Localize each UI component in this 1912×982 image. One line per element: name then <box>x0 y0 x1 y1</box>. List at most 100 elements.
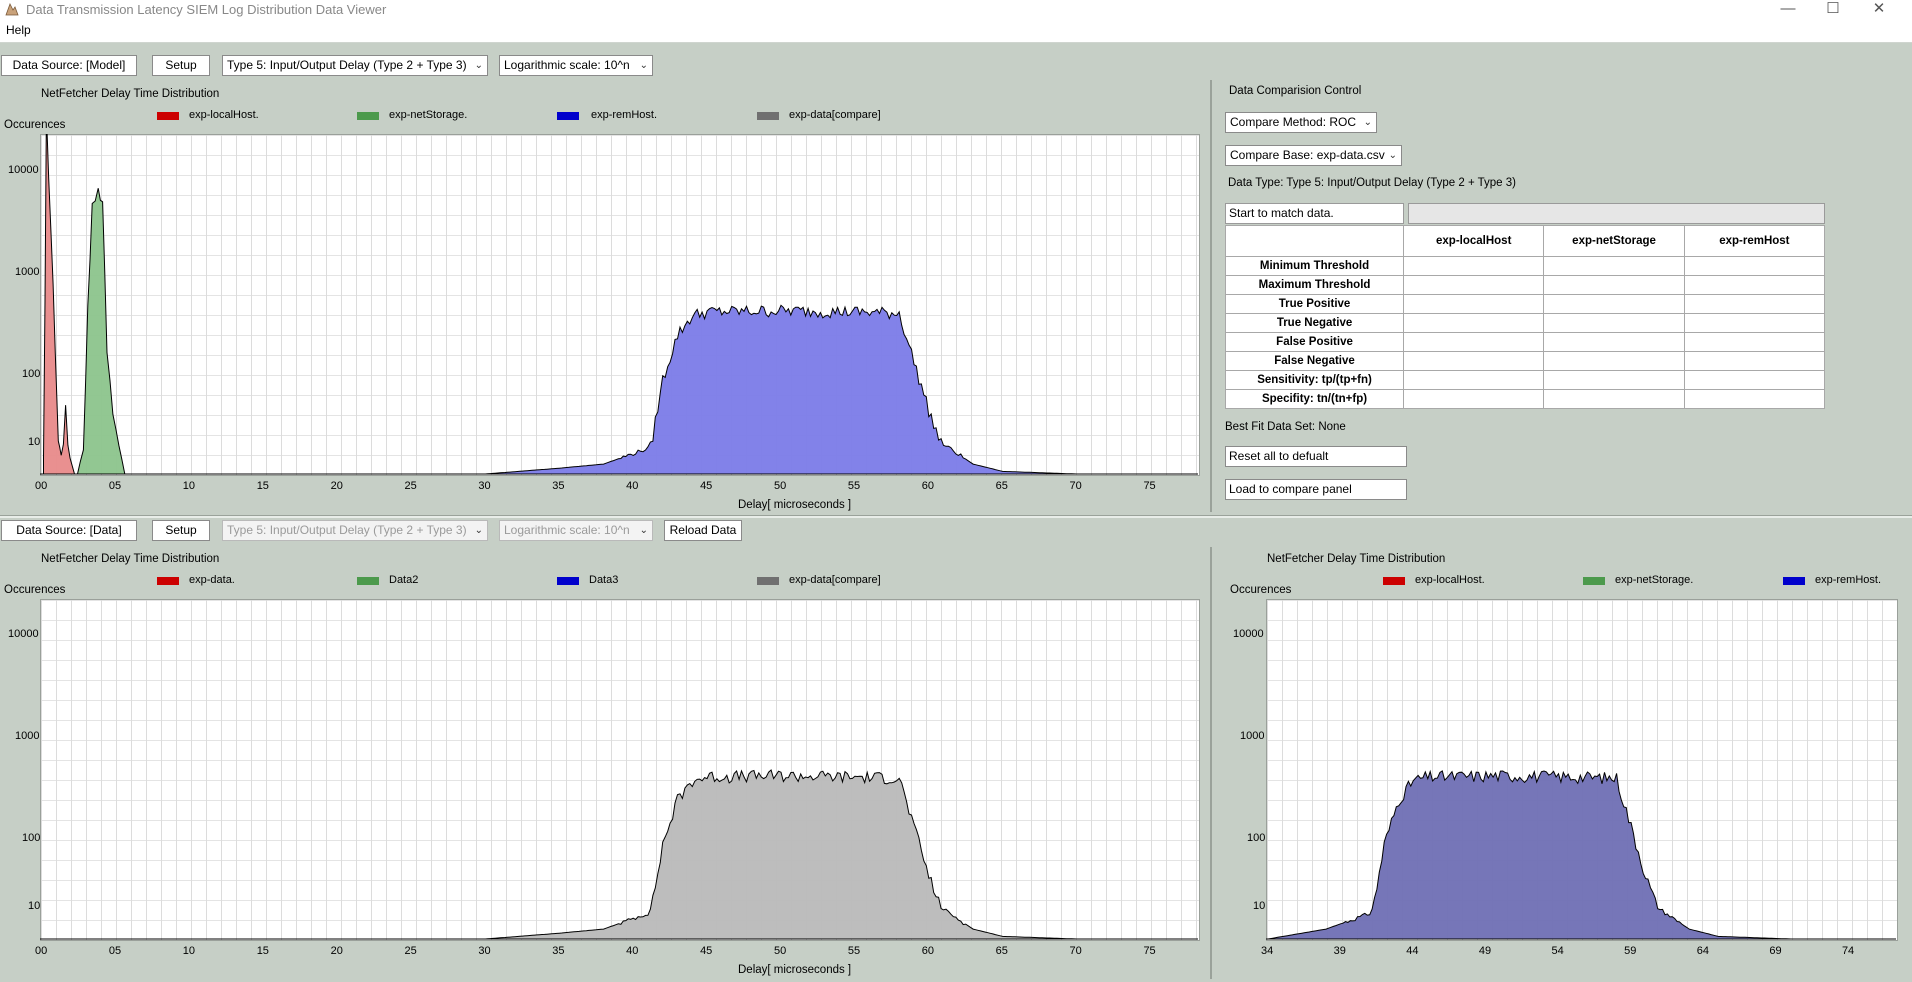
legend-label: Data3 <box>589 574 619 586</box>
table-cell[interactable] <box>1683 256 1826 276</box>
table-cell[interactable] <box>1543 370 1685 390</box>
legend-label: Data2 <box>389 574 419 586</box>
table-cell[interactable] <box>1403 256 1545 276</box>
table-cell[interactable] <box>1543 313 1685 333</box>
x-tick-label: 25 <box>404 480 417 492</box>
table-cell[interactable] <box>1543 256 1685 276</box>
table-cell[interactable] <box>1683 389 1826 409</box>
table-cell[interactable] <box>1403 294 1545 314</box>
table-row: False Negative <box>1224 351 1826 371</box>
compare-method-select[interactable]: Compare Method: ROC ⌄ <box>1225 112 1377 133</box>
scale-select-bottom-value: Logarithmic scale: 10^n <box>504 523 630 537</box>
type-select-bottom-value: Type 5: Input/Output Delay (Type 2 + Typ… <box>227 523 467 537</box>
menu-help[interactable]: Help <box>6 23 31 37</box>
table-cell[interactable] <box>1403 313 1545 333</box>
table-cell[interactable] <box>1683 370 1826 390</box>
table-row: Maximum Threshold <box>1224 275 1826 295</box>
x-tick-label: 65 <box>995 480 1008 492</box>
section-divider <box>0 515 1912 518</box>
x-tick-label: 55 <box>847 945 861 957</box>
x-tick-label: 34 <box>1261 945 1274 957</box>
minimize-button[interactable]: — <box>1780 0 1796 17</box>
y-tick-label: 10000 <box>8 164 39 176</box>
compare-base-select[interactable]: Compare Base: exp-data.csv ⌄ <box>1225 145 1402 166</box>
y-tick-label: 100 <box>1247 832 1266 844</box>
series-area-exp-localHost <box>43 134 76 475</box>
series-area-exp-data <box>485 769 1166 940</box>
chevron-down-icon: ⌄ <box>639 525 648 536</box>
y-axis-label: Occurences <box>4 119 66 131</box>
setup-button-bottom[interactable]: Setup <box>152 520 210 541</box>
load-compare-panel-button[interactable]: Load to compare panel <box>1225 479 1407 500</box>
scale-select-top[interactable]: Logarithmic scale: 10^n ⌄ <box>499 55 653 76</box>
table-cell[interactable] <box>1403 389 1545 409</box>
table-cell[interactable] <box>1543 294 1685 314</box>
table-row: True Positive <box>1224 294 1826 314</box>
legend-swatch-blue <box>557 112 579 120</box>
close-button[interactable]: ✕ <box>1872 0 1886 17</box>
type-select-top[interactable]: Type 5: Input/Output Delay (Type 2 + Typ… <box>222 55 488 76</box>
compare-panel-title: Data Comparision Control <box>1229 85 1362 97</box>
legend-label: exp-data[compare] <box>789 574 881 586</box>
setup-button-top[interactable]: Setup <box>152 55 210 76</box>
x-tick-label: 20 <box>330 480 343 492</box>
table-cell[interactable] <box>1543 389 1685 409</box>
maximize-button[interactable]: ☐ <box>1826 0 1840 17</box>
type-select-bottom[interactable]: Type 5: Input/Output Delay (Type 2 + Typ… <box>222 520 488 541</box>
chart-title: NetFetcher Delay Time Distribution <box>41 553 220 565</box>
scale-select-bottom[interactable]: Logarithmic scale: 10^n ⌄ <box>499 520 653 541</box>
x-axis-label: Delay[ microseconds ] <box>738 964 852 976</box>
table-cell[interactable] <box>1403 332 1545 352</box>
table-cell[interactable] <box>1403 275 1545 295</box>
row-header: True Positive <box>1224 294 1405 314</box>
title-bar: Data Transmission Latency SIEM Log Distr… <box>0 0 1912 19</box>
data-source-model-button[interactable]: Data Source: [Model] <box>1 55 137 76</box>
x-tick-label: 75 <box>1143 945 1156 957</box>
table-cell[interactable] <box>1403 370 1545 390</box>
x-tick-label: 30 <box>478 945 491 957</box>
chevron-down-icon: ⌄ <box>1363 117 1372 128</box>
legend-swatch-red <box>157 112 179 120</box>
reset-default-button[interactable]: Reset all to defualt <box>1225 446 1407 467</box>
legend-label: exp-data. <box>189 574 235 586</box>
table-cell[interactable] <box>1543 351 1685 371</box>
app-icon <box>5 2 19 16</box>
x-tick-label: 40 <box>626 480 639 492</box>
x-tick-label: 05 <box>108 945 122 957</box>
x-tick-label: 64 <box>1696 945 1709 957</box>
x-tick-label: 55 <box>847 480 861 492</box>
table-cell[interactable] <box>1683 275 1826 295</box>
row-header: Minimum Threshold <box>1224 256 1405 276</box>
table-cell[interactable] <box>1683 294 1826 314</box>
table-cell[interactable] <box>1543 275 1685 295</box>
table-cell[interactable] <box>1403 351 1545 371</box>
legend-swatch-green <box>1583 577 1605 585</box>
best-fit-label: Best Fit Data Set: None <box>1225 421 1346 433</box>
table-header-row: exp-localHost exp-netStorage exp-remHost <box>1224 225 1826 257</box>
row-header: Sensitivity: tp/(tp+fn) <box>1224 370 1405 390</box>
table-cell[interactable] <box>1683 313 1826 333</box>
table-cell[interactable] <box>1543 332 1685 352</box>
row-header: False Positive <box>1224 332 1405 352</box>
x-tick-label: 70 <box>1069 945 1082 957</box>
table-cell[interactable] <box>1683 351 1826 371</box>
table-row: Specifity: tn/(tn+fp) <box>1224 389 1826 409</box>
legend-swatch-red <box>157 577 179 585</box>
x-tick-label: 54 <box>1551 945 1564 957</box>
reload-data-button[interactable]: Reload Data <box>664 520 742 541</box>
table-cell[interactable] <box>1683 332 1826 352</box>
chevron-down-icon: ⌄ <box>474 525 483 536</box>
x-axis-label: Delay[ microseconds ] <box>738 499 852 511</box>
data-source-data-button[interactable]: Data Source: [Data] <box>1 520 137 541</box>
table-header-cell: exp-remHost <box>1683 225 1826 257</box>
legend-label: exp-remHost. <box>1815 574 1882 586</box>
legend-swatch-green <box>357 577 379 585</box>
plot-svg <box>1266 769 1896 940</box>
legend-swatch-blue <box>557 577 579 585</box>
y-tick-label: 100 <box>22 368 41 380</box>
compare-table: exp-localHost exp-netStorage exp-remHost… <box>1224 225 1826 409</box>
y-tick-label: 100 <box>22 832 41 844</box>
y-tick-label: 1000 <box>1240 730 1265 742</box>
table-row: True Negative <box>1224 313 1826 333</box>
x-tick-label: 45 <box>700 480 713 492</box>
